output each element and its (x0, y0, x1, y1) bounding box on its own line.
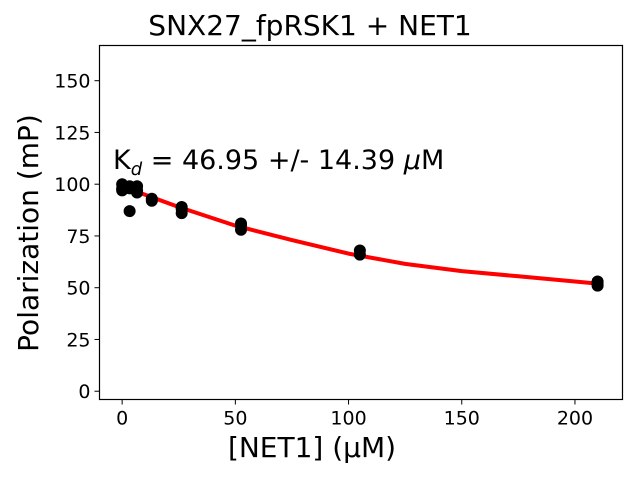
kd-subscript: d (131, 159, 143, 180)
y-tick-label: 75 (66, 226, 90, 248)
x-tick-label: 200 (557, 408, 593, 430)
chart-title: SNX27_fpRSK1 + NET1 (148, 9, 471, 42)
x-axis-label: [NET1] (μM) (228, 431, 396, 464)
fit-layer (121, 184, 598, 286)
x-tick-label: 100 (330, 408, 366, 430)
data-point (131, 186, 144, 199)
y-tick-label: 0 (78, 381, 90, 403)
y-tick-label: 100 (54, 174, 90, 196)
data-point (145, 194, 158, 207)
y-axis-label: Polarization (mP) (12, 114, 45, 352)
kd-value-text: = 46.95 +/- 14.39 (142, 145, 404, 176)
kd-annotation: Kd = 46.95 +/- 14.39 μM (113, 145, 444, 180)
points-layer (116, 178, 604, 292)
data-point (123, 205, 136, 218)
kd-unit-mu: μ (403, 145, 421, 176)
data-point (591, 279, 604, 292)
y-tick-label: 125 (54, 122, 90, 144)
data-point (175, 207, 188, 220)
x-tick-label: 50 (223, 408, 247, 430)
y-tick-label: 50 (66, 278, 90, 300)
kd-prefix: K (113, 145, 132, 176)
fit-curve (121, 184, 598, 286)
y-tick-label: 150 (54, 71, 90, 93)
data-point (353, 248, 366, 261)
x-tick-label: 150 (444, 408, 480, 430)
x-tick-label: 0 (116, 408, 128, 430)
y-tick-label: 25 (66, 329, 90, 351)
tick-group: 0 50 100 150 200 0 25 50 75 100 125 150 (54, 71, 593, 430)
plot-frame (98, 44, 624, 401)
data-point (235, 223, 248, 236)
kd-unit-rest: M (421, 145, 444, 176)
